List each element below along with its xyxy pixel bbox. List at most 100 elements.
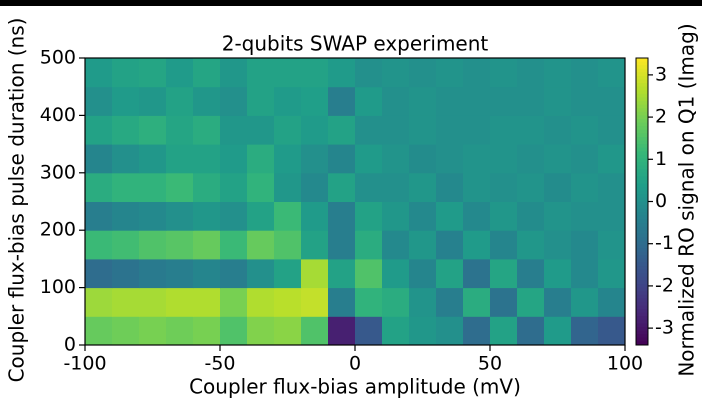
heatmap-cell [166,172,194,202]
colorbar-label: Normalized RO signal on Q1 (Imag) [675,23,699,376]
colorbar-segment [636,172,648,177]
heatmap-cell [220,230,248,260]
heatmap-cell [355,287,383,317]
heatmap-cell [166,115,194,145]
heatmap-cell [193,58,221,88]
heatmap-cell [247,316,275,346]
heatmap-cell [139,58,167,88]
heatmap-cell [85,230,113,260]
colorbar-segment [636,197,648,202]
colorbar-segment [636,205,648,210]
heatmap-cell [328,144,356,174]
colorbar-segment [636,72,648,77]
colorbar-segment [636,118,648,124]
heatmap-cell [328,316,356,346]
heatmap-cell [274,258,302,289]
colorbar-segment [636,151,648,156]
colorbar-segment [636,111,648,116]
colorbar-segment [636,122,648,127]
heatmap-cell [571,230,599,260]
heatmap-cell [571,58,599,88]
colorbar-segment [636,79,648,84]
heatmap-cell [328,201,356,231]
colorbar-segment [636,323,648,328]
heatmap-cell [409,316,437,346]
heatmap-cell [166,201,194,231]
heatmap-cell [112,115,140,145]
heatmap-cell [274,86,302,116]
colorbar-segment [636,262,648,267]
heatmap-cell [544,86,572,116]
x-tick-label: 50 [478,353,502,375]
colorbar-segment [636,58,648,63]
heatmap-cell [328,287,356,317]
heatmap-cell [490,316,518,346]
heatmap-cell [382,287,410,317]
heatmap-cell [247,230,275,260]
heatmap-cell [220,144,248,174]
colorbar-segment [636,115,648,120]
heatmap-cell [220,115,248,145]
heatmap-cell [139,144,167,174]
colorbar-segment [636,240,648,246]
heatmap-cell [409,115,437,145]
heatmap-cell [193,115,221,145]
heatmap-cell [598,316,626,346]
heatmap-cell [85,144,113,174]
heatmap-cell [463,316,491,346]
heatmap-cell [382,172,410,202]
heatmap-cell [166,86,194,116]
heatmap-cell [247,287,275,317]
heatmap-cell [598,201,626,231]
heatmap-cell [517,287,545,317]
y-tick-label: 200 [40,219,76,241]
heatmap-cell [571,144,599,174]
heatmap-cell [328,115,356,145]
colorbar-tick-label: 1 [655,148,667,170]
heatmap-cell [166,58,194,88]
heatmap-cell [517,86,545,116]
colorbar-segment [636,183,648,188]
heatmap-cell [598,144,626,174]
heatmap-cell [571,258,599,289]
heatmap-cell [193,230,221,260]
heatmap-cell [274,201,302,231]
heatmap-cell [112,316,140,346]
heatmap-cell [544,230,572,260]
colorbar-segment [636,327,648,332]
heatmap-cell [436,86,464,116]
heatmap-cell [85,58,113,88]
heatmap-cell [517,316,545,346]
heatmap-cell [355,230,383,260]
colorbar-segment [636,208,648,213]
heatmap-cell [598,58,626,88]
colorbar-segment [636,341,648,346]
heatmap-cell [274,58,302,88]
heatmap-cell [517,115,545,145]
colorbar-segment [636,86,648,91]
heatmap-cell [490,58,518,88]
heatmap-cell [463,58,491,88]
colorbar-segment [636,258,648,263]
heatmap-cell [112,144,140,174]
colorbar-segment [636,212,648,217]
colorbar-segment [636,334,648,339]
heatmap-cell [220,86,248,116]
heatmap-cell [274,115,302,145]
heatmap-cell [328,58,356,88]
colorbar-segment [636,68,648,73]
heatmap-cell [490,287,518,317]
heatmap-cell [463,201,491,231]
heatmap-cell [436,115,464,145]
heatmap-cell [193,172,221,202]
heatmap-cell [193,86,221,116]
heatmap-cell [382,230,410,260]
heatmap-cell [328,258,356,289]
y-tick-label: 0 [64,334,76,356]
heatmap-cell [463,86,491,116]
colorbar-tick-label: 0 [655,190,667,212]
heatmap-cell [355,58,383,88]
heatmap-cell [139,316,167,346]
heatmap-cell [382,316,410,346]
heatmap-cell [220,201,248,231]
